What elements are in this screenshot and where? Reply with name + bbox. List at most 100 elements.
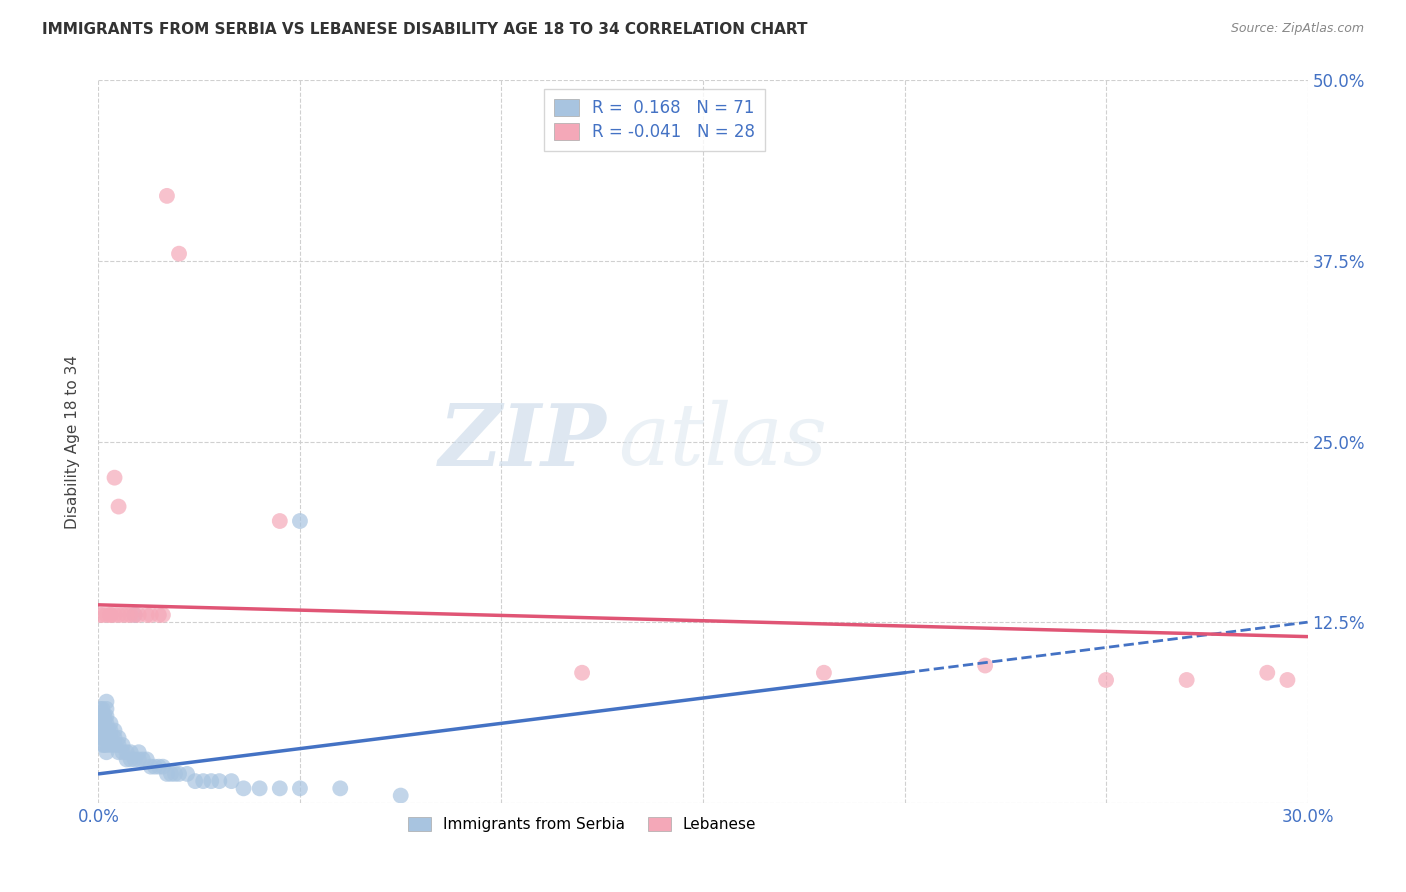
Point — [143, 760, 166, 774]
Point — [91, 716, 114, 731]
Point — [91, 731, 114, 745]
Point — [96, 702, 118, 716]
Point — [152, 607, 174, 622]
Point — [100, 738, 122, 752]
Point — [97, 731, 120, 745]
Point — [115, 752, 138, 766]
Point — [221, 774, 243, 789]
Point — [103, 723, 125, 738]
Point — [156, 189, 179, 203]
Point — [111, 607, 134, 622]
Point — [96, 731, 118, 745]
Point — [232, 781, 254, 796]
Point — [120, 752, 142, 766]
Point — [91, 709, 114, 723]
Point — [96, 716, 118, 731]
Text: IMMIGRANTS FROM SERBIA VS LEBANESE DISABILITY AGE 18 TO 34 CORRELATION CHART: IMMIGRANTS FROM SERBIA VS LEBANESE DISAB… — [42, 22, 807, 37]
Point — [176, 767, 198, 781]
Point — [200, 774, 222, 789]
Point — [124, 752, 146, 766]
Point — [193, 774, 215, 789]
Point — [96, 738, 118, 752]
Point — [100, 723, 122, 738]
Point — [139, 760, 162, 774]
Point — [100, 731, 122, 745]
Point — [249, 781, 271, 796]
Point — [89, 716, 111, 731]
Point — [156, 767, 179, 781]
Text: ZIP: ZIP — [439, 400, 606, 483]
Point — [389, 789, 412, 803]
Point — [288, 781, 311, 796]
Point — [96, 723, 118, 738]
Point — [128, 607, 150, 622]
Point — [100, 607, 122, 622]
Point — [135, 752, 157, 766]
Point — [93, 709, 115, 723]
Point — [115, 607, 138, 622]
Point — [107, 731, 129, 745]
Point — [571, 665, 593, 680]
Point — [269, 781, 291, 796]
Point — [96, 695, 118, 709]
Point — [111, 745, 134, 759]
Point — [100, 716, 122, 731]
Point — [91, 723, 114, 738]
Point — [132, 752, 155, 766]
Point — [107, 745, 129, 759]
Point — [89, 702, 111, 716]
Point — [160, 767, 183, 781]
Point — [90, 716, 112, 731]
Point — [91, 716, 114, 731]
Point — [115, 745, 138, 759]
Point — [111, 738, 134, 752]
Point — [208, 774, 231, 789]
Point — [107, 607, 129, 622]
Point — [103, 607, 125, 622]
Point — [107, 738, 129, 752]
Point — [124, 607, 146, 622]
Point — [90, 723, 112, 738]
Point — [103, 470, 125, 484]
Point — [184, 774, 207, 789]
Point — [974, 658, 997, 673]
Point — [288, 514, 311, 528]
Point — [152, 760, 174, 774]
Point — [1256, 665, 1278, 680]
Point — [103, 738, 125, 752]
Point — [96, 745, 118, 759]
Point — [89, 607, 111, 622]
Point — [167, 246, 190, 260]
Point — [96, 709, 118, 723]
Point — [120, 745, 142, 759]
Point — [100, 607, 122, 622]
Text: Source: ZipAtlas.com: Source: ZipAtlas.com — [1230, 22, 1364, 36]
Point — [97, 723, 120, 738]
Text: atlas: atlas — [619, 401, 828, 483]
Point — [91, 607, 114, 622]
Point — [167, 767, 190, 781]
Point — [93, 738, 115, 752]
Point — [91, 738, 114, 752]
Point — [163, 767, 186, 781]
Point — [1277, 673, 1299, 687]
Point — [269, 514, 291, 528]
Point — [103, 731, 125, 745]
Point — [139, 607, 162, 622]
Point — [91, 723, 114, 738]
Point — [329, 781, 352, 796]
Point — [89, 709, 111, 723]
Point — [128, 745, 150, 759]
Point — [124, 607, 146, 622]
Point — [93, 716, 115, 731]
Y-axis label: Disability Age 18 to 34: Disability Age 18 to 34 — [65, 354, 80, 529]
Point — [1175, 673, 1198, 687]
Point — [128, 752, 150, 766]
Point — [107, 500, 129, 514]
Point — [91, 702, 114, 716]
Point — [813, 665, 835, 680]
Point — [148, 607, 170, 622]
Point — [148, 760, 170, 774]
Point — [120, 607, 142, 622]
Point — [96, 607, 118, 622]
